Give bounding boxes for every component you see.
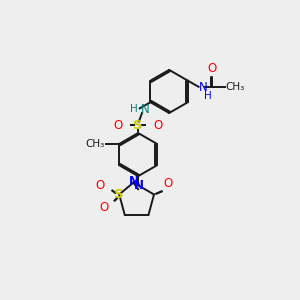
Text: N: N [140, 103, 149, 116]
Text: O: O [208, 61, 217, 74]
Text: S: S [114, 188, 123, 201]
Text: N: N [134, 179, 144, 192]
Text: O: O [95, 179, 105, 193]
Text: N: N [129, 175, 139, 188]
Text: N: N [200, 81, 208, 94]
Text: CH₃: CH₃ [226, 82, 245, 92]
Text: O: O [113, 119, 123, 132]
Text: H: H [130, 104, 138, 114]
Text: H: H [204, 91, 212, 101]
Text: O: O [99, 201, 109, 214]
Text: O: O [163, 177, 172, 190]
Text: CH₃: CH₃ [85, 139, 105, 149]
Text: S: S [133, 119, 143, 132]
Text: O: O [154, 119, 163, 132]
